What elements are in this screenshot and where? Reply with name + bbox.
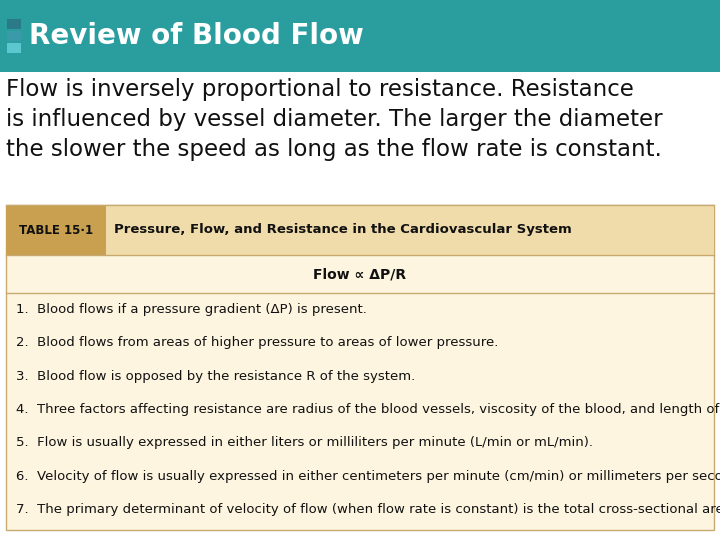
Bar <box>7 43 21 53</box>
Text: 3.  Blood flow is opposed by the resistance R of the system.: 3. Blood flow is opposed by the resistan… <box>16 370 415 383</box>
Bar <box>6 205 714 255</box>
Text: TABLE 15·1: TABLE 15·1 <box>19 224 93 237</box>
Bar <box>7 19 21 29</box>
Text: 5.  Flow is usually expressed in either liters or milliliters per minute (L/min : 5. Flow is usually expressed in either l… <box>16 436 593 449</box>
Text: Review of Blood Flow: Review of Blood Flow <box>29 22 364 50</box>
Text: 1.  Blood flows if a pressure gradient (ΔP) is present.: 1. Blood flows if a pressure gradient (Δ… <box>16 303 367 316</box>
Text: 6.  Velocity of flow is usually expressed in either centimeters per minute (cm/m: 6. Velocity of flow is usually expressed… <box>16 470 720 483</box>
Bar <box>7 31 21 41</box>
Text: Pressure, Flow, and Resistance in the Cardiovascular System: Pressure, Flow, and Resistance in the Ca… <box>114 224 572 237</box>
Text: Flow is inversely proportional to resistance. Resistance
is influenced by vessel: Flow is inversely proportional to resist… <box>6 78 662 161</box>
Bar <box>0 0 720 72</box>
Bar <box>6 205 714 530</box>
Text: 2.  Blood flows from areas of higher pressure to areas of lower pressure.: 2. Blood flows from areas of higher pres… <box>16 336 498 349</box>
Bar <box>0 72 720 540</box>
Text: 7.  The primary determinant of velocity of flow (when flow rate is constant) is : 7. The primary determinant of velocity o… <box>16 503 720 516</box>
Text: 4.  Three factors affecting resistance are radius of the blood vessels, viscosit: 4. Three factors affecting resistance ar… <box>16 403 720 416</box>
Bar <box>6 205 106 255</box>
Text: Flow ∝ ΔP/R: Flow ∝ ΔP/R <box>313 267 407 281</box>
